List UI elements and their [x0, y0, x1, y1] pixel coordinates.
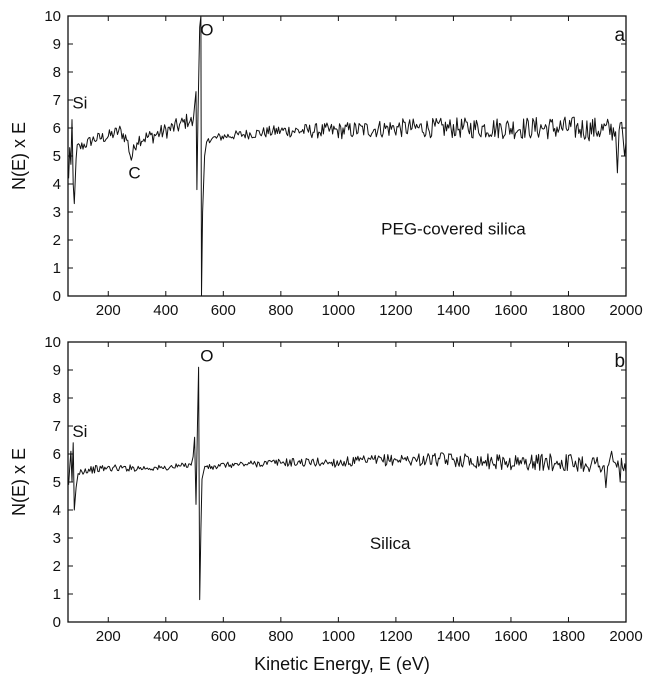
x-axis-title: Kinetic Energy, E (eV)	[254, 654, 430, 674]
y-tick-label: 10	[44, 334, 61, 351]
x-tick-label: 1600	[494, 302, 527, 319]
y-tick-label: 4	[53, 176, 61, 193]
y-tick-label: 8	[53, 390, 61, 407]
y-tick-label: 7	[53, 92, 61, 109]
y-tick-label: 0	[53, 614, 61, 631]
x-tick-label: 600	[211, 302, 236, 319]
y-tick-label: 8	[53, 64, 61, 81]
annotation-a: a	[614, 25, 625, 46]
annotation-b: b	[614, 351, 625, 372]
x-tick-label: 1200	[379, 628, 412, 645]
plot-frame-a	[67, 15, 627, 297]
x-tick-label: 1600	[494, 628, 527, 645]
y-tick-label: 9	[53, 362, 61, 379]
x-tick-label: 2000	[609, 628, 642, 645]
x-tick-label: 200	[96, 302, 121, 319]
spectrum-line-a	[68, 15, 627, 297]
y-tick-label: 3	[53, 204, 61, 221]
y-tick-label: 3	[53, 530, 61, 547]
y-tick-label: 10	[44, 8, 61, 25]
spectrum-line-b	[68, 366, 627, 601]
x-tick-label: 800	[268, 628, 293, 645]
annotation-peg-covered-silica: PEG-covered silica	[381, 219, 526, 238]
y-tick-label: 4	[53, 502, 61, 519]
x-tick-label: 400	[153, 628, 178, 645]
annotation-o: O	[200, 21, 213, 40]
y-axis-title: N(E) x E	[9, 448, 29, 516]
x-tick-label: 1800	[552, 628, 585, 645]
y-tick-label: 1	[53, 586, 61, 603]
x-tick-label: 200	[96, 628, 121, 645]
annotation-si: Si	[72, 422, 87, 441]
y-tick-label: 5	[53, 474, 61, 491]
annotation-c: C	[128, 163, 140, 182]
x-tick-label: 1200	[379, 302, 412, 319]
y-tick-label: 5	[53, 148, 61, 165]
annotation-silica: Silica	[370, 534, 411, 553]
x-tick-label: 1400	[437, 628, 470, 645]
x-tick-label: 600	[211, 628, 236, 645]
y-tick-label: 0	[53, 288, 61, 305]
x-tick-label: 1000	[322, 302, 355, 319]
annotation-si: Si	[72, 93, 87, 112]
plot-frame-b	[67, 341, 627, 623]
y-tick-label: 2	[53, 558, 61, 575]
x-tick-label: 400	[153, 302, 178, 319]
x-tick-label: 2000	[609, 302, 642, 319]
y-tick-label: 6	[53, 120, 61, 137]
y-tick-label: 1	[53, 260, 61, 277]
x-tick-label: 800	[268, 302, 293, 319]
panel-b: 0 1 2 3 4 5 6 7 8 9 10 200 400 600 800 1000 1200 1400 1600…	[9, 334, 643, 645]
x-tick-label: 1000	[322, 628, 355, 645]
y-axis-title: N(E) x E	[9, 122, 29, 190]
annotation-o: O	[200, 347, 213, 366]
y-tick-label: 2	[53, 232, 61, 249]
x-tick-label: 1800	[552, 302, 585, 319]
y-tick-label: 9	[53, 36, 61, 53]
y-tick-label: 7	[53, 418, 61, 435]
x-tick-label: 1400	[437, 302, 470, 319]
panel-a: 0 1 2 3 4 5 6 7 8 9 10 200 400 600 800 1000 1200 1400 1600…	[9, 8, 643, 319]
y-tick-label: 6	[53, 446, 61, 463]
